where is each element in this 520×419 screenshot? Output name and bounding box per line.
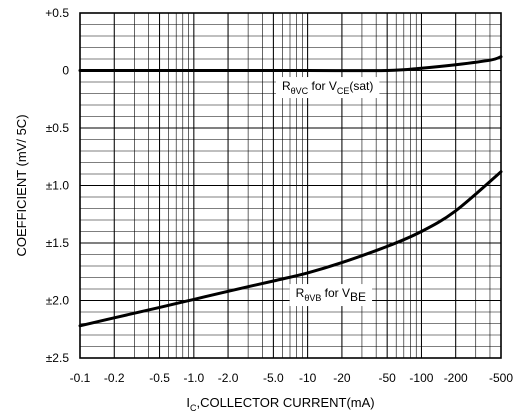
x-tick-label: -200 <box>444 371 468 385</box>
y-tick-labels: +0.5 0 ±0.5 ±1.0 ±1.5 ±2.0 ±2.5 <box>45 6 69 365</box>
series-1-label-part: R <box>296 286 305 300</box>
series-0-label-part: θVC <box>291 86 309 96</box>
x-tick-label: -20 <box>333 371 351 385</box>
x-tick-label: -0.2 <box>104 371 125 385</box>
x-tick-label: -0.5 <box>149 371 170 385</box>
series-1-line <box>78 170 503 328</box>
series-1-label-part: for V <box>321 286 350 300</box>
x-axis-title-main: I <box>186 395 190 410</box>
y-tick-label: ±2.0 <box>46 294 70 308</box>
x-axis-title: IC,COLLECTOR CURRENT(mA) <box>186 395 374 413</box>
series-0-label: RθVC for VCE(sat) <box>282 79 373 96</box>
series-0-label-part: CE <box>337 86 350 96</box>
series-1-label-bg <box>289 284 373 307</box>
plot-frame <box>79 12 502 359</box>
series-0-label-part: for V <box>308 79 337 93</box>
x-tick-label: -50 <box>379 371 397 385</box>
x-tick-label: -100 <box>409 371 433 385</box>
x-axis-title-sub: C <box>190 403 197 413</box>
x-axis-title-rest: ,COLLECTOR CURRENT(mA) <box>196 395 374 410</box>
curve-labels: RθVC for VCE(sat)RθVB for VBE <box>275 77 380 307</box>
x-tick-label: -5.0 <box>263 371 284 385</box>
y-tick-label: ±0.5 <box>46 121 70 135</box>
x-tick-label: -0.1 <box>70 371 91 385</box>
y-tick-label: ±2.5 <box>46 351 70 365</box>
series-0-line <box>78 55 503 73</box>
y-tick-label: ±1.0 <box>46 179 70 193</box>
y-tick-label: 0 <box>62 64 69 78</box>
x-tick-labels: -0.1 -0.2 -0.5 -1.0 -2.0 -5.0 -10 -20 -50 -100 -20… <box>70 371 514 385</box>
x-tick-label: -2.0 <box>218 371 239 385</box>
y-axis-title: COEFFICIENT (mV/ 5C) <box>14 114 29 256</box>
y-tick-label: +0.5 <box>45 6 69 20</box>
y-tick-label: ±1.5 <box>46 236 70 250</box>
series-1-label-part: θVB <box>304 293 321 303</box>
x-tick-label: -500 <box>489 371 513 385</box>
x-tick-label: -1.0 <box>183 371 204 385</box>
series-0-label-part: (sat) <box>349 79 373 93</box>
series-1-label-part: BE <box>350 290 366 304</box>
x-tick-label: -10 <box>299 371 317 385</box>
major-grid <box>79 12 502 359</box>
series-0-label-bg <box>275 77 380 99</box>
series-0-label-part: R <box>282 79 291 93</box>
curves <box>78 55 503 328</box>
series-1-label: RθVB for VBE <box>296 286 366 304</box>
